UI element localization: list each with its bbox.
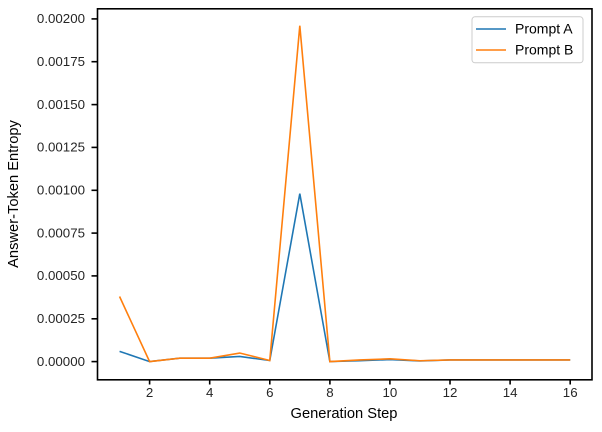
svg-text:Generation Step: Generation Step bbox=[291, 406, 398, 422]
svg-text:Prompt B: Prompt B bbox=[515, 42, 573, 58]
svg-text:0.00075: 0.00075 bbox=[37, 225, 85, 240]
svg-text:0.00150: 0.00150 bbox=[37, 97, 85, 112]
svg-text:6: 6 bbox=[266, 385, 273, 400]
svg-text:8: 8 bbox=[326, 385, 333, 400]
svg-text:Answer-Token Entropy: Answer-Token Entropy bbox=[6, 119, 22, 267]
svg-text:0.00125: 0.00125 bbox=[37, 140, 85, 155]
svg-text:14: 14 bbox=[503, 385, 518, 400]
svg-text:16: 16 bbox=[563, 385, 578, 400]
svg-text:Prompt A: Prompt A bbox=[515, 21, 573, 37]
svg-text:0.00000: 0.00000 bbox=[37, 354, 85, 369]
svg-text:0.00175: 0.00175 bbox=[37, 54, 85, 69]
svg-text:0.00200: 0.00200 bbox=[37, 11, 85, 26]
svg-text:0.00100: 0.00100 bbox=[37, 183, 85, 198]
svg-text:12: 12 bbox=[443, 385, 458, 400]
svg-text:0.00025: 0.00025 bbox=[37, 311, 85, 326]
svg-text:2: 2 bbox=[146, 385, 153, 400]
svg-text:0.00050: 0.00050 bbox=[37, 268, 85, 283]
svg-text:10: 10 bbox=[383, 385, 398, 400]
svg-text:4: 4 bbox=[206, 385, 213, 400]
